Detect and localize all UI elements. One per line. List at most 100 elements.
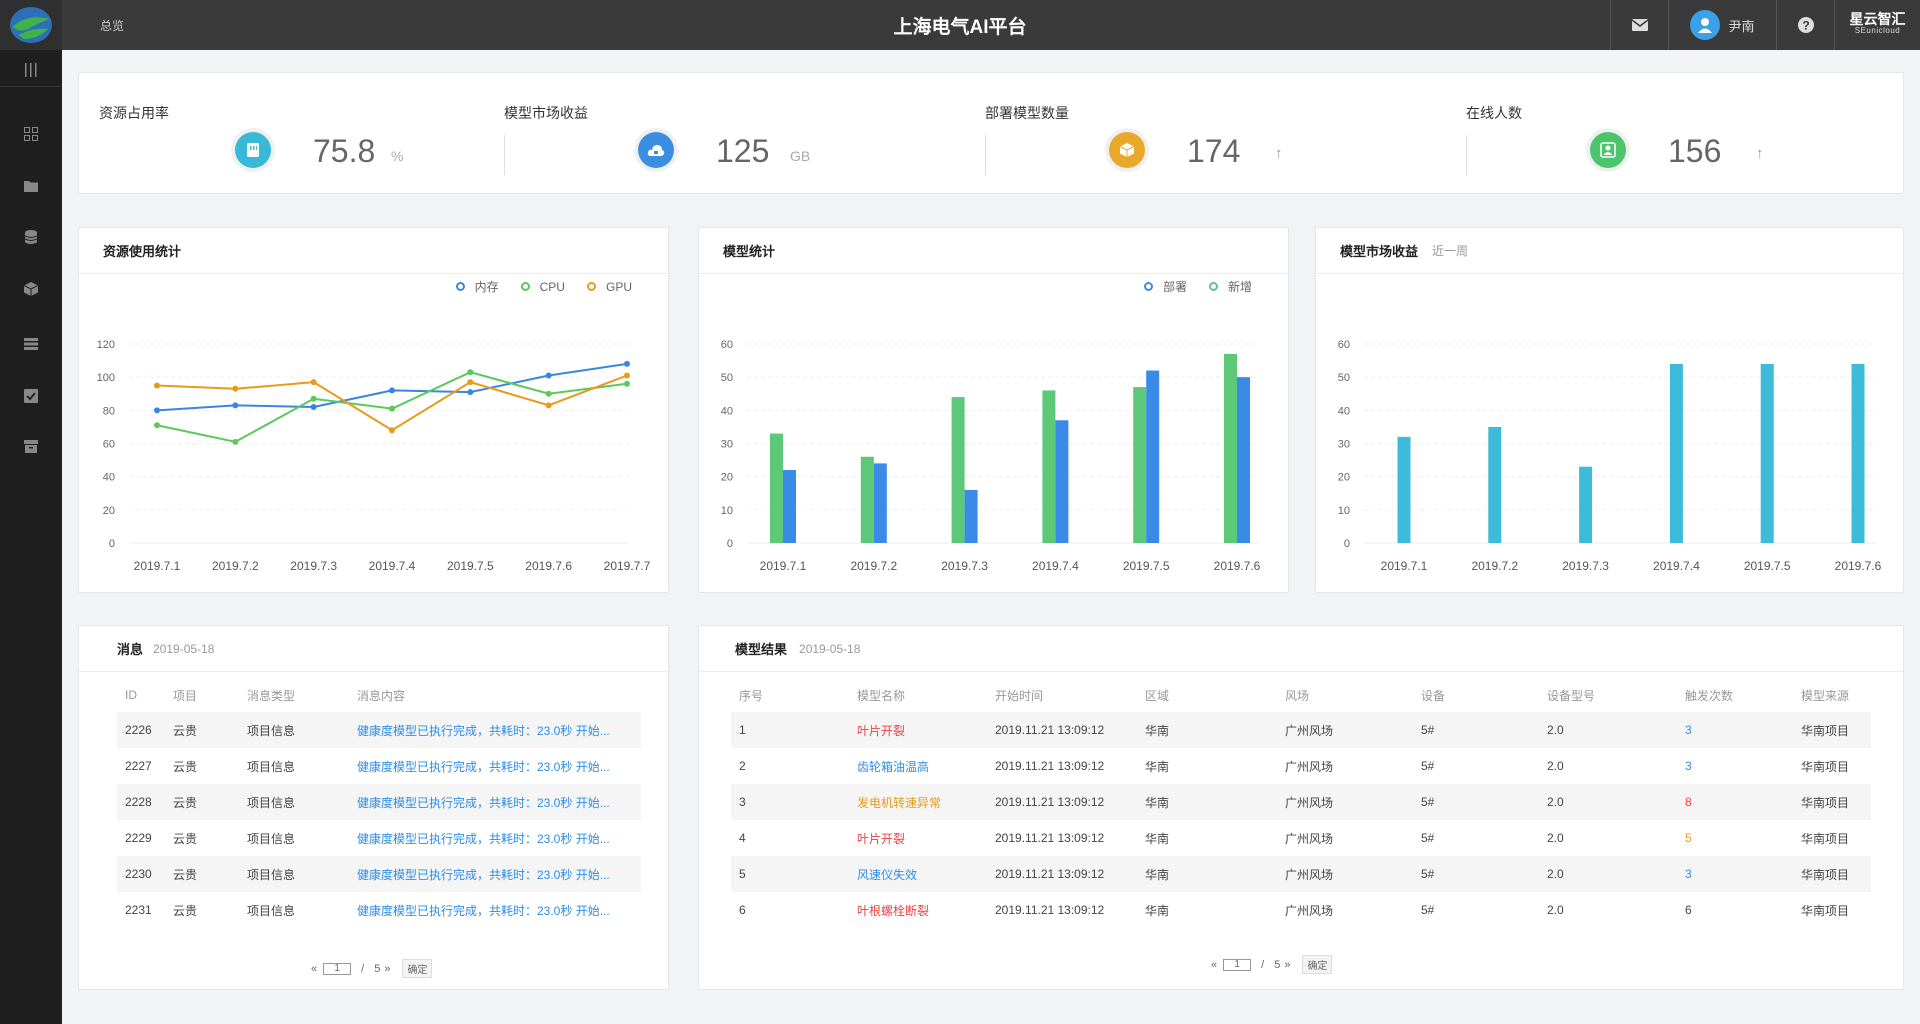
cell-id: 2229 xyxy=(125,831,152,845)
table-row[interactable]: 2230 云贵 项目信息 健康度模型已执行完成，共耗时：23.0秒 开始... xyxy=(117,856,641,892)
data-point xyxy=(545,402,552,409)
table-row[interactable]: 3 发电机转速异常 2019.11.21 13:09:12 华南 广州风场 5# 2.0 8 华… xyxy=(731,784,1871,820)
sidebar-item-archive[interactable] xyxy=(0,434,62,458)
column-header[interactable]: 项目 xyxy=(173,688,198,703)
next-page-button[interactable]: » xyxy=(384,962,391,975)
chart-legend: 内存 CPU GPU xyxy=(455,278,632,295)
table-row[interactable]: 2226 云贵 项目信息 健康度模型已执行完成，共耗时：23.0秒 开始... xyxy=(117,712,641,748)
help-button[interactable]: ? xyxy=(1776,0,1834,50)
cell-content[interactable]: 健康度模型已执行完成，共耗时：23.0秒 开始... xyxy=(357,820,641,856)
table-row[interactable]: 1 叶片开裂 2019.11.21 13:09:12 华南 广州风场 5# 2.0 3 华南项目 xyxy=(731,712,1871,748)
x-tick-label: 2019.7.1 xyxy=(760,559,807,573)
sidebar-item-folder[interactable] xyxy=(0,174,62,198)
prev-page-button[interactable]: « xyxy=(1211,958,1218,971)
page-total: 5 xyxy=(374,962,381,975)
message-link[interactable]: 健康度模型已执行完成，共耗时：23.0秒 开始... xyxy=(357,903,610,918)
sidebar-item-models[interactable] xyxy=(0,277,62,301)
app-logo[interactable] xyxy=(0,0,62,50)
message-link[interactable]: 健康度模型已执行完成，共耗时：23.0秒 开始... xyxy=(357,867,610,882)
message-link[interactable]: 健康度模型已执行完成，共耗时：23.0秒 开始... xyxy=(357,723,610,738)
table-row[interactable]: 2 齿轮箱油温高 2019.11.21 13:09:12 华南 广州风场 5# 2.0 3 华南… xyxy=(731,748,1871,784)
cell-model-name[interactable]: 叶根螺栓断裂 xyxy=(857,903,930,918)
page-input[interactable]: 1 xyxy=(323,962,352,975)
table-row[interactable]: 2228 云贵 项目信息 健康度模型已执行完成，共耗时：23.0秒 开始... xyxy=(117,784,641,820)
legend-item[interactable]: 部署 xyxy=(1143,278,1187,295)
legend-item[interactable]: 内存 xyxy=(455,278,499,295)
cell-start-time: 2019.11.21 13:09:12 xyxy=(995,831,1105,845)
model-stats-panel: 模型统计 部署 新增 0 10 20 30 40 50 60 2019.7.1 2019.7.2… xyxy=(698,227,1289,593)
data-point xyxy=(154,407,160,414)
cell-region: 华南 xyxy=(1145,712,1285,748)
box-icon xyxy=(1109,132,1145,168)
user-menu[interactable]: 尹南 xyxy=(1668,0,1776,50)
legend-dot xyxy=(586,282,596,291)
cell-source: 华南项目 xyxy=(1801,831,1850,846)
x-tick-label: 2019.7.6 xyxy=(1214,559,1261,573)
stat-divider xyxy=(1466,135,1467,175)
data-point xyxy=(154,382,160,389)
column-header[interactable]: 触发次数 xyxy=(1685,688,1734,703)
column-header[interactable]: 设备 xyxy=(1421,688,1446,703)
stat-unit: GB xyxy=(790,148,811,164)
stat-label: 在线人数 xyxy=(1466,105,1522,121)
cell-model-name[interactable]: 风速仪失效 xyxy=(857,856,995,892)
cell-model-name[interactable]: 叶片开裂 xyxy=(857,831,906,846)
column-header[interactable]: 模型来源 xyxy=(1801,688,1850,703)
column-header[interactable]: 消息内容 xyxy=(357,688,406,703)
table-row[interactable]: 2231 云贵 项目信息 健康度模型已执行完成，共耗时：23.0秒 开始... xyxy=(117,892,641,928)
legend-item[interactable]: 新增 xyxy=(1208,278,1252,295)
table-row[interactable]: 5 风速仪失效 2019.11.21 13:09:12 华南 广州风场 5# 2.0 3 华南项… xyxy=(731,856,1871,892)
cell-content[interactable]: 健康度模型已执行完成，共耗时：23.0秒 开始... xyxy=(357,712,641,748)
trend-up-icon: ↑ xyxy=(1275,145,1283,162)
cell-project: 云贵 xyxy=(173,784,247,820)
market-bar-chart: 0 10 20 30 40 50 60 2019.7.1 2019.7.2 2019.7.3 201… xyxy=(1338,339,1882,573)
sidebar-item-dashboard[interactable] xyxy=(0,122,62,146)
prev-page-button[interactable]: « xyxy=(311,962,318,975)
panel-date: 2019-05-18 xyxy=(153,641,215,656)
message-link[interactable]: 健康度模型已执行完成，共耗时：23.0秒 开始... xyxy=(357,831,610,846)
legend-item[interactable]: GPU xyxy=(586,278,632,295)
cell-farm: 广州风场 xyxy=(1285,856,1421,892)
x-tick-label: 2019.7.1 xyxy=(1381,559,1428,573)
column-header[interactable]: 设备型号 xyxy=(1547,688,1596,703)
page-input[interactable]: 1 xyxy=(1223,958,1252,971)
sidebar-item-tasks[interactable] xyxy=(0,384,62,408)
table-row[interactable]: 2227 云贵 项目信息 健康度模型已执行完成，共耗时：23.0秒 开始... xyxy=(117,748,641,784)
sidebar-item-database[interactable] xyxy=(0,225,62,249)
message-link[interactable]: 健康度模型已执行完成，共耗时：23.0秒 开始... xyxy=(357,759,610,774)
column-header[interactable]: 风场 xyxy=(1285,688,1310,703)
cell-model-name[interactable]: 叶片开裂 xyxy=(857,712,995,748)
table-row[interactable]: 6 叶根螺栓断裂 2019.11.21 13:09:12 华南 广州风场 5# 2.0 6 华南… xyxy=(731,892,1871,928)
column-header[interactable]: 序号 xyxy=(739,688,764,703)
cell-content[interactable]: 健康度模型已执行完成，共耗时：23.0秒 开始... xyxy=(357,784,641,820)
legend-item[interactable]: CPU xyxy=(520,278,565,295)
resource-line-chart: 0 20 40 60 80 100 120 2019.7.1 2019.7.2 2019.7.3 2… xyxy=(97,339,651,573)
breadcrumb[interactable]: 总览 xyxy=(100,19,125,33)
cell-content[interactable]: 健康度模型已执行完成，共耗时：23.0秒 开始... xyxy=(357,892,641,928)
cell-content[interactable]: 健康度模型已执行完成，共耗时：23.0秒 开始... xyxy=(357,856,641,892)
bar xyxy=(1579,466,1593,543)
next-page-button[interactable]: » xyxy=(1284,958,1291,971)
table-header-row: 序号 模型名称 开始时间 区域 风场 设备 设备型号 触发次数 模型来源 xyxy=(731,678,1871,712)
legend-label: GPU xyxy=(605,279,632,294)
confirm-page-button[interactable]: 确定 xyxy=(1302,955,1333,974)
column-header[interactable]: 开始时间 xyxy=(995,688,1044,703)
column-header[interactable]: 消息类型 xyxy=(247,688,296,703)
folder-icon xyxy=(24,181,38,192)
table-row[interactable]: 4 叶片开裂 2019.11.21 13:09:12 华南 广州风场 5# 2.0 5 华南项目 xyxy=(731,820,1871,856)
column-header[interactable]: 模型名称 xyxy=(857,688,906,703)
page-separator: / xyxy=(361,962,365,975)
cell-index: 4 xyxy=(739,831,746,845)
column-header[interactable]: 区域 xyxy=(1145,688,1170,703)
confirm-page-button[interactable]: 确定 xyxy=(402,959,433,978)
table-row[interactable]: 2229 云贵 项目信息 健康度模型已执行完成，共耗时：23.0秒 开始... xyxy=(117,820,641,856)
sidebar-item-list[interactable] xyxy=(0,332,62,356)
cell-model-name[interactable]: 齿轮箱油温高 xyxy=(857,759,930,774)
mail-button[interactable] xyxy=(1610,0,1668,50)
data-point xyxy=(154,422,160,429)
sidebar-toggle[interactable] xyxy=(0,60,62,80)
message-link[interactable]: 健康度模型已执行完成，共耗时：23.0秒 开始... xyxy=(357,795,610,810)
cell-content[interactable]: 健康度模型已执行完成，共耗时：23.0秒 开始... xyxy=(357,748,641,784)
cell-model-name[interactable]: 发电机转速异常 xyxy=(857,784,995,820)
column-header[interactable]: ID xyxy=(125,688,137,702)
